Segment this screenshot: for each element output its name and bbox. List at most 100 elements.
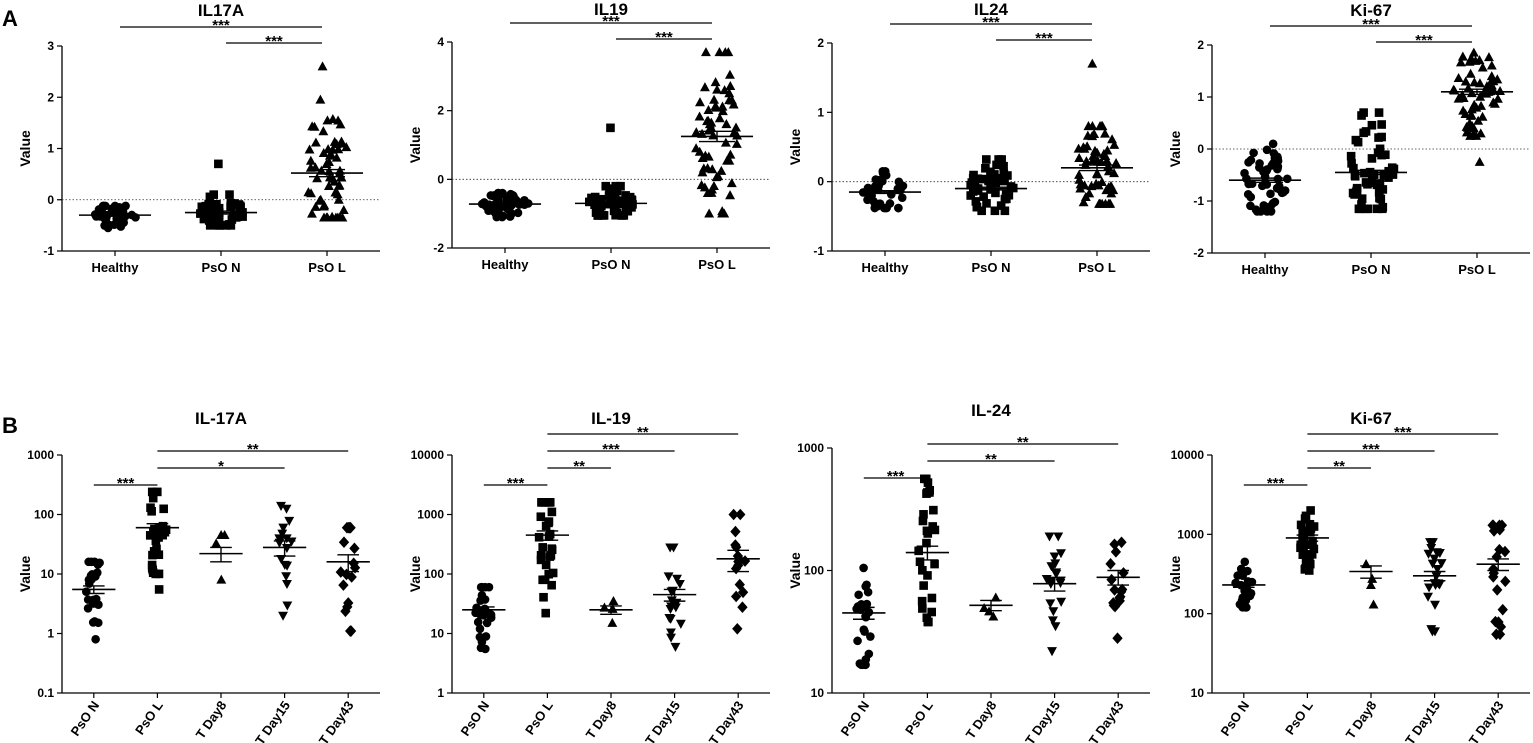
data-point [548, 568, 558, 578]
y-axis-label: Value [1167, 131, 1183, 168]
data-point [1499, 545, 1511, 558]
chart-title: IL-17A [195, 409, 247, 428]
data-point [1357, 200, 1366, 209]
data-point [494, 206, 503, 216]
data-point [971, 197, 981, 206]
data-point [1306, 506, 1315, 515]
data-point [675, 619, 686, 629]
chart-2: IL24 -1 0 1 2 Value Healthy PsO N PsO L *** *** [787, 0, 1150, 275]
y-tick-label: 10000 [411, 448, 445, 462]
y-tick-label: 10000 [1171, 448, 1205, 462]
data-point [318, 126, 329, 136]
data-point [1494, 628, 1506, 641]
data-point [866, 632, 875, 641]
data-point [665, 543, 676, 553]
data-point [541, 560, 551, 570]
data-point [699, 82, 710, 92]
y-tick-label: 1 [437, 686, 444, 700]
data-point [274, 534, 285, 544]
y-tick-label: 100 [1184, 607, 1204, 621]
x-tick-label: Healthy [482, 257, 530, 272]
data-point [1268, 139, 1278, 149]
data-point [604, 191, 614, 200]
x-tick-label: PsO N [591, 257, 630, 272]
data-point [716, 165, 727, 175]
data-point [719, 85, 730, 95]
data-point [610, 190, 620, 199]
data-point [587, 193, 596, 203]
data-point [1432, 564, 1443, 575]
data-point [1455, 57, 1466, 67]
data-points-2 [303, 61, 352, 222]
data-point [91, 634, 100, 644]
data-point [695, 97, 705, 107]
x-tick-label: PsO N [68, 698, 103, 739]
data-point [323, 144, 334, 154]
data-point [664, 613, 675, 624]
data-point [1110, 546, 1122, 558]
data-point [219, 529, 230, 540]
data-point [1464, 118, 1475, 128]
data-point [621, 191, 630, 200]
y-tick-label: 100 [424, 567, 444, 581]
y-tick-label: 2 [1197, 38, 1204, 52]
data-point [670, 642, 681, 652]
y-tick-label: 0 [437, 172, 444, 186]
data-point [606, 123, 615, 133]
data-points-3 [1041, 532, 1067, 657]
data-point [1096, 121, 1107, 131]
data-point [151, 548, 160, 557]
data-point [1484, 52, 1494, 62]
significance-label: *** [1362, 16, 1380, 33]
data-point [1051, 568, 1062, 578]
data-point [929, 505, 938, 515]
y-tick-label: 4 [437, 35, 444, 49]
data-point [152, 487, 162, 497]
data-point [1109, 538, 1120, 551]
data-point [214, 212, 224, 222]
data-point [312, 173, 323, 183]
chart-6: IL-24 10 100 1000 Value PsO N PsO L T Day8 T Day… [787, 401, 1150, 743]
data-point [704, 208, 715, 218]
significance-label: *** [982, 14, 1000, 31]
x-tick-label: PsO L [902, 698, 936, 737]
data-point [1056, 597, 1067, 607]
data-point [536, 512, 546, 522]
data-point [317, 61, 328, 71]
data-points-4 [1105, 536, 1129, 645]
data-point [1106, 573, 1117, 586]
data-point [1372, 204, 1382, 214]
data-point [923, 571, 932, 580]
data-points-2 [979, 592, 1001, 621]
data-point [214, 159, 223, 169]
data-point [973, 174, 983, 184]
data-point [1105, 182, 1116, 192]
data-point [966, 180, 975, 190]
chart-title: IL19 [594, 0, 628, 19]
data-point [1074, 169, 1084, 179]
data-point [1357, 194, 1367, 203]
significance-label: *** [1394, 424, 1412, 441]
significance-label: ** [1017, 434, 1029, 451]
data-point [880, 166, 890, 176]
data-point [723, 47, 734, 57]
data-point [282, 601, 293, 611]
data-point [321, 158, 332, 169]
data-point [238, 212, 247, 221]
data-point [1246, 155, 1256, 165]
data-point [1240, 557, 1250, 567]
data-point [1461, 127, 1472, 137]
data-point [159, 504, 168, 514]
data-point [894, 177, 904, 187]
data-point [853, 636, 862, 646]
data-point [1086, 181, 1097, 191]
data-point [897, 193, 907, 202]
data-point [854, 590, 863, 600]
data-point [215, 221, 224, 230]
data-point [611, 181, 621, 191]
data-point [859, 563, 868, 573]
y-tick-label: -2 [1193, 246, 1204, 260]
data-point [1495, 621, 1507, 633]
data-point [703, 125, 714, 135]
